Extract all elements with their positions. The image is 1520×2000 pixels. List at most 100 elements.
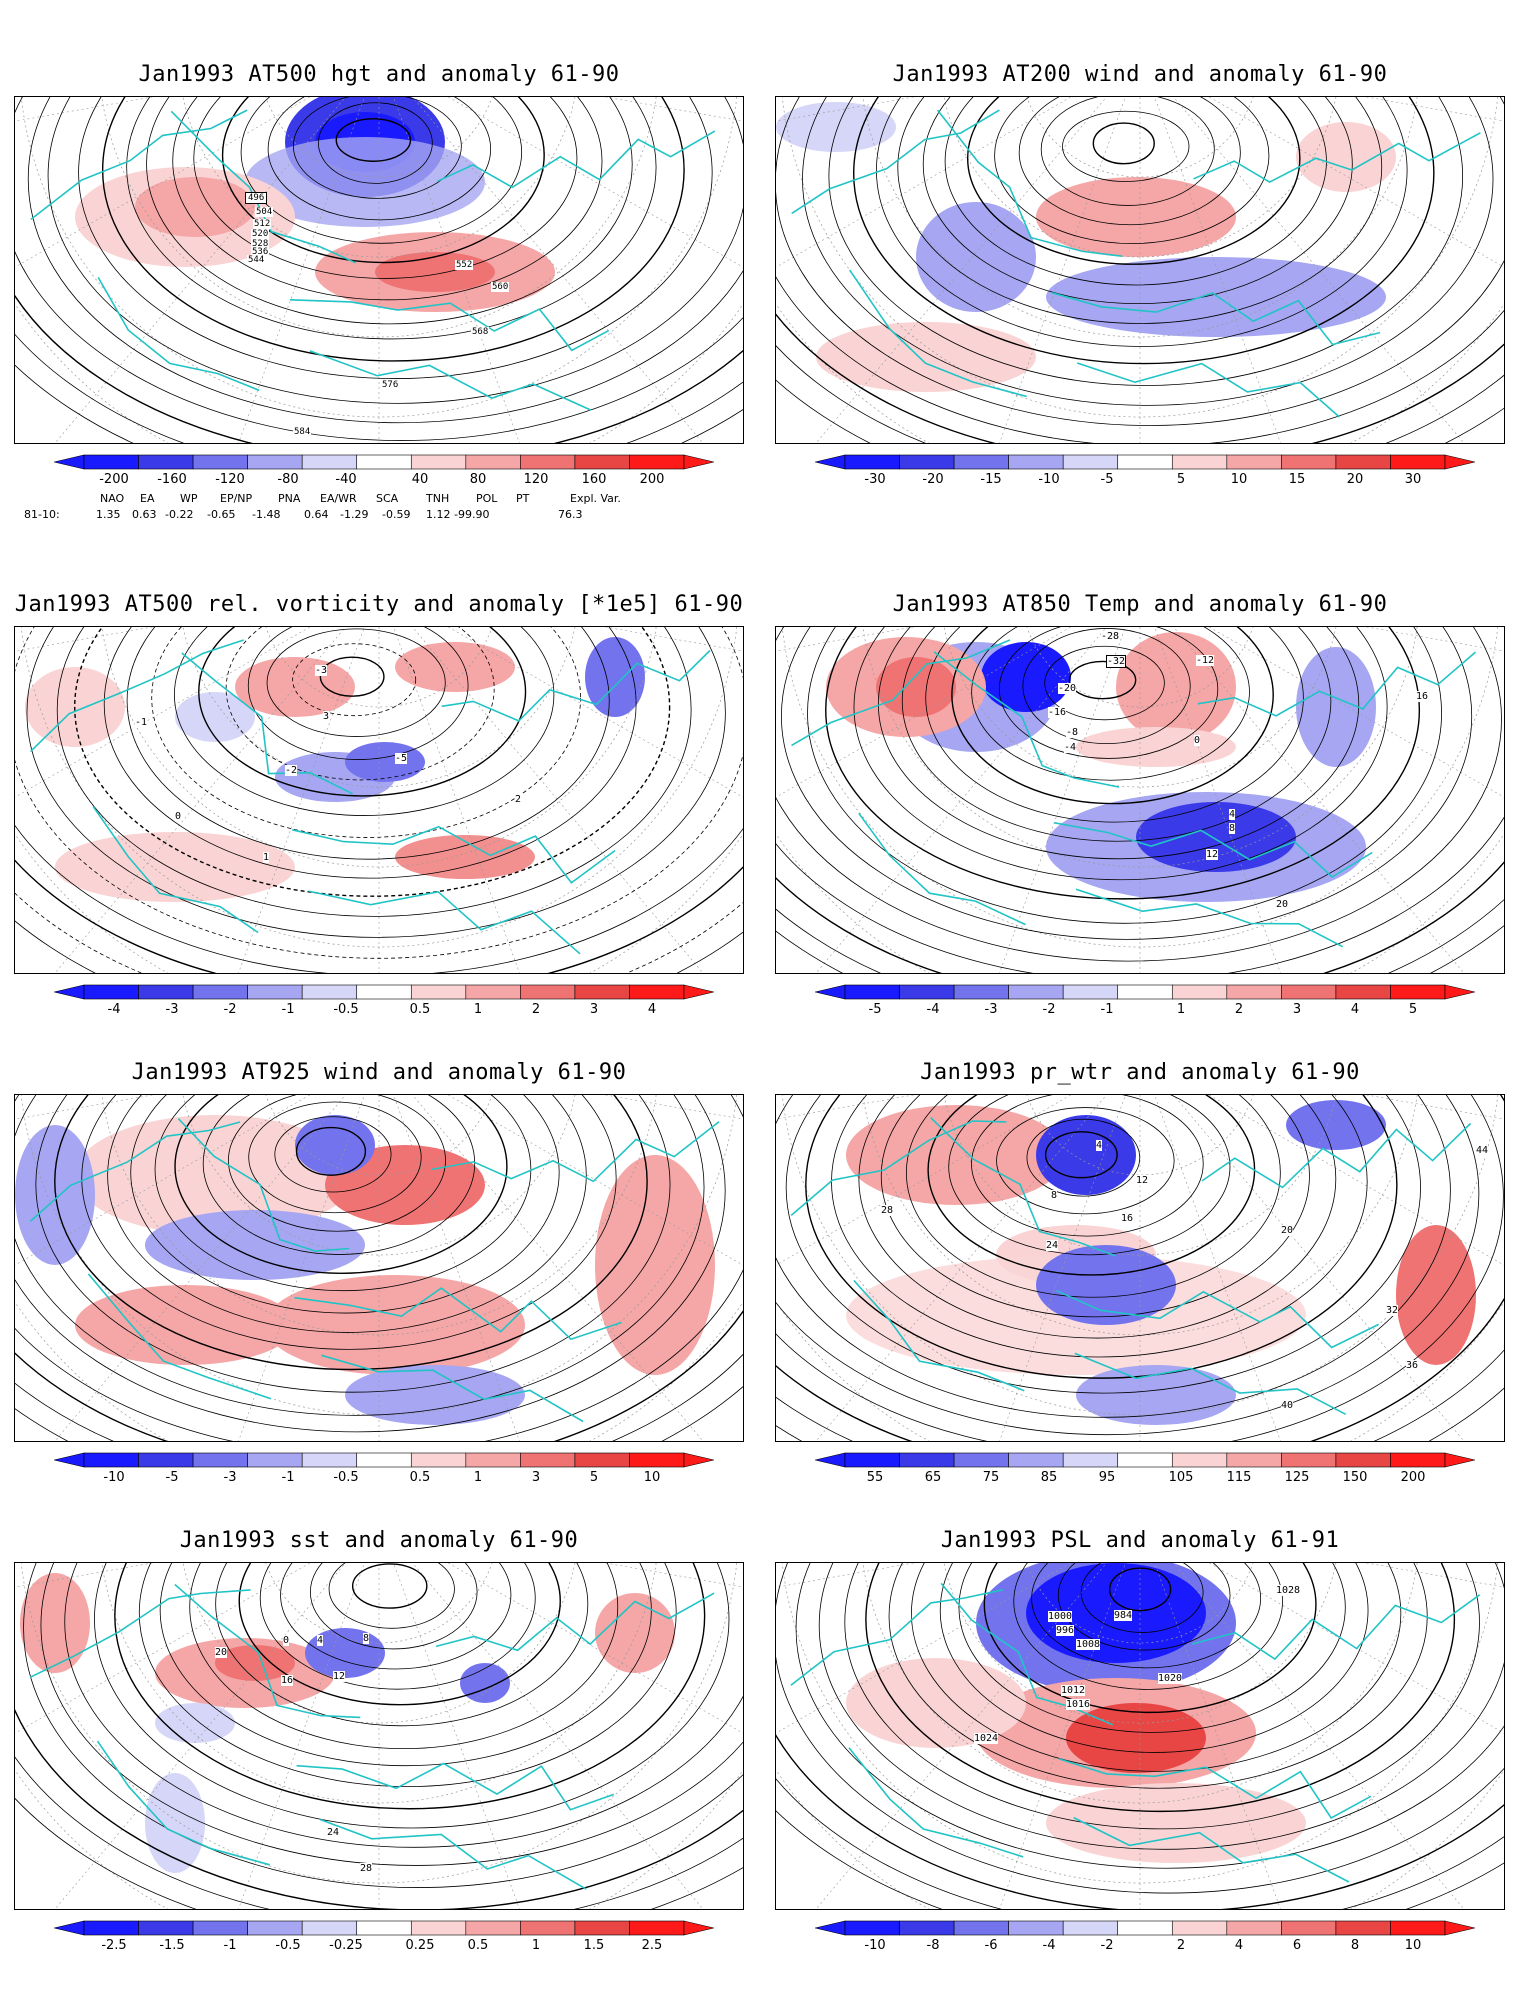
anomaly-blob-negative (1076, 1365, 1236, 1425)
legend-tick: 105 (1168, 1470, 1194, 1485)
contour-line (983, 1563, 1317, 1714)
anomaly-blob-positive (265, 1275, 525, 1375)
contour-label: 560 (491, 282, 510, 292)
legend-tick: -200 (99, 472, 129, 487)
legend-swatch (192, 1920, 248, 1936)
meridian-line (776, 97, 1072, 268)
contour-label: 12 (1136, 1175, 1149, 1186)
color-legend-labels: -200 -160 -120 -80 -40 40 80 120 160 200 (54, 472, 714, 490)
legend-swatch (1171, 1920, 1228, 1936)
contour-label: 8 (1229, 823, 1236, 834)
map-frame: 4 8 12 16 20 24 28 32 36 40 44 (775, 1094, 1505, 1442)
contour-label: 16 (1121, 1213, 1134, 1224)
legend-tick: 6 (1292, 1938, 1302, 1953)
tele-value: -0.65 (207, 508, 236, 521)
legend-swatch (1062, 1452, 1119, 1468)
contour-line (776, 1095, 1480, 1435)
meridian-line (1154, 1095, 1281, 1441)
legend-swatch (1062, 454, 1119, 470)
meridian-line (1365, 1095, 1504, 1120)
anomaly-blob-negative (345, 1365, 525, 1425)
color-legend: -200 -160 -120 -80 -40 40 80 120 160 200 (54, 454, 714, 494)
contour-line (319, 656, 385, 697)
coastline (1056, 1289, 1379, 1349)
anomaly-blob-positive (1036, 177, 1236, 257)
meridian-line (393, 627, 520, 973)
legend-arrow-low (815, 984, 846, 1000)
contour-label: 20 (215, 1647, 228, 1658)
legend-swatch (1008, 984, 1064, 1000)
anomaly-blob-positive (215, 1645, 295, 1681)
tele-header: EA/WR (320, 492, 357, 505)
legend-swatch (520, 454, 576, 470)
contour-line (1062, 110, 1190, 182)
tele-value: -1.29 (340, 508, 369, 521)
contour-line (880, 1095, 1310, 1318)
legend-arrow-low (815, 1452, 846, 1468)
contour-line (126, 627, 610, 860)
anomaly-blob-positive (876, 657, 956, 717)
meridian-line (999, 97, 1126, 443)
contour-line (193, 97, 578, 279)
color-legend-labels: -4 -3 -2 -1 -0.5 0.5 1 2 3 4 (54, 1002, 714, 1020)
coastline (321, 1354, 584, 1423)
meridian-line (15, 1095, 311, 1266)
contour-label: 1020 (1158, 1673, 1183, 1684)
map-title: Jan1993 sst and anomaly 61-90 (179, 1528, 579, 1553)
contour-line (351, 1563, 428, 1609)
legend-tick: 0.5 (409, 1002, 431, 1017)
meridian-line (1154, 627, 1281, 973)
map-title: Jan1993 AT200 wind and anomaly 61-90 (892, 62, 1388, 87)
legend-swatch (520, 1920, 576, 1936)
anomaly-blob-positive (20, 1573, 90, 1673)
contour-line (776, 627, 1502, 962)
coastline (181, 652, 353, 795)
contour-line (996, 1107, 1175, 1215)
legend-tick: 5 (1176, 472, 1186, 487)
legend-swatch (1226, 454, 1282, 470)
contour-line (1057, 1563, 1231, 1651)
legend-tick: 2 (1234, 1002, 1244, 1017)
legend-tick: -80 (277, 472, 299, 487)
legend-swatch (83, 1452, 139, 1468)
legend-swatch (465, 984, 521, 1000)
meridian-line (1173, 97, 1465, 443)
legend-arrow-high (1444, 454, 1475, 470)
legend-tick: 3 (589, 1002, 599, 1017)
legend-swatch (629, 1452, 685, 1468)
legend-swatch (138, 984, 194, 1000)
contour-line (925, 627, 1304, 823)
legend-swatch (1226, 984, 1282, 1000)
legend-swatch (83, 1920, 139, 1936)
coastline (30, 639, 244, 752)
legend-swatch (301, 984, 358, 1000)
legend-tick: 150 (1342, 1470, 1368, 1485)
coastline (1076, 362, 1340, 418)
contour-label: 12 (333, 1671, 346, 1682)
meridian-line (776, 627, 915, 652)
legend-tick: 160 (581, 472, 607, 487)
legend-tick: -3 (165, 1002, 179, 1017)
map-frame: -28 -32 -12 -20 -16 -8 -4 0 4 8 12 16 20 (775, 626, 1505, 974)
contour-line (971, 1095, 1204, 1237)
anomaly-blob-positive (846, 1658, 1026, 1748)
contour-line (15, 1095, 726, 1433)
contour-line (280, 1563, 512, 1670)
coastline (930, 1117, 1117, 1257)
legend-swatch (301, 1920, 358, 1936)
anomaly-blob-negative (175, 692, 255, 742)
tele-header: Expl. Var. (570, 492, 621, 505)
meridian-line (776, 97, 915, 122)
contour-line (114, 1563, 706, 1810)
meridian-line (412, 627, 704, 973)
contour-line (154, 1095, 532, 1292)
coastline (936, 109, 1123, 257)
contour-label: 984 (1114, 1610, 1133, 1621)
contour-label: 2 (515, 794, 522, 805)
anomaly-blob-negative (1136, 802, 1296, 872)
legend-arrow-high (683, 454, 714, 470)
contour-line (998, 627, 1219, 759)
legend-tick: 75 (982, 1470, 1000, 1485)
tele-header: PT (516, 492, 530, 505)
contour-line (1026, 1118, 1141, 1197)
